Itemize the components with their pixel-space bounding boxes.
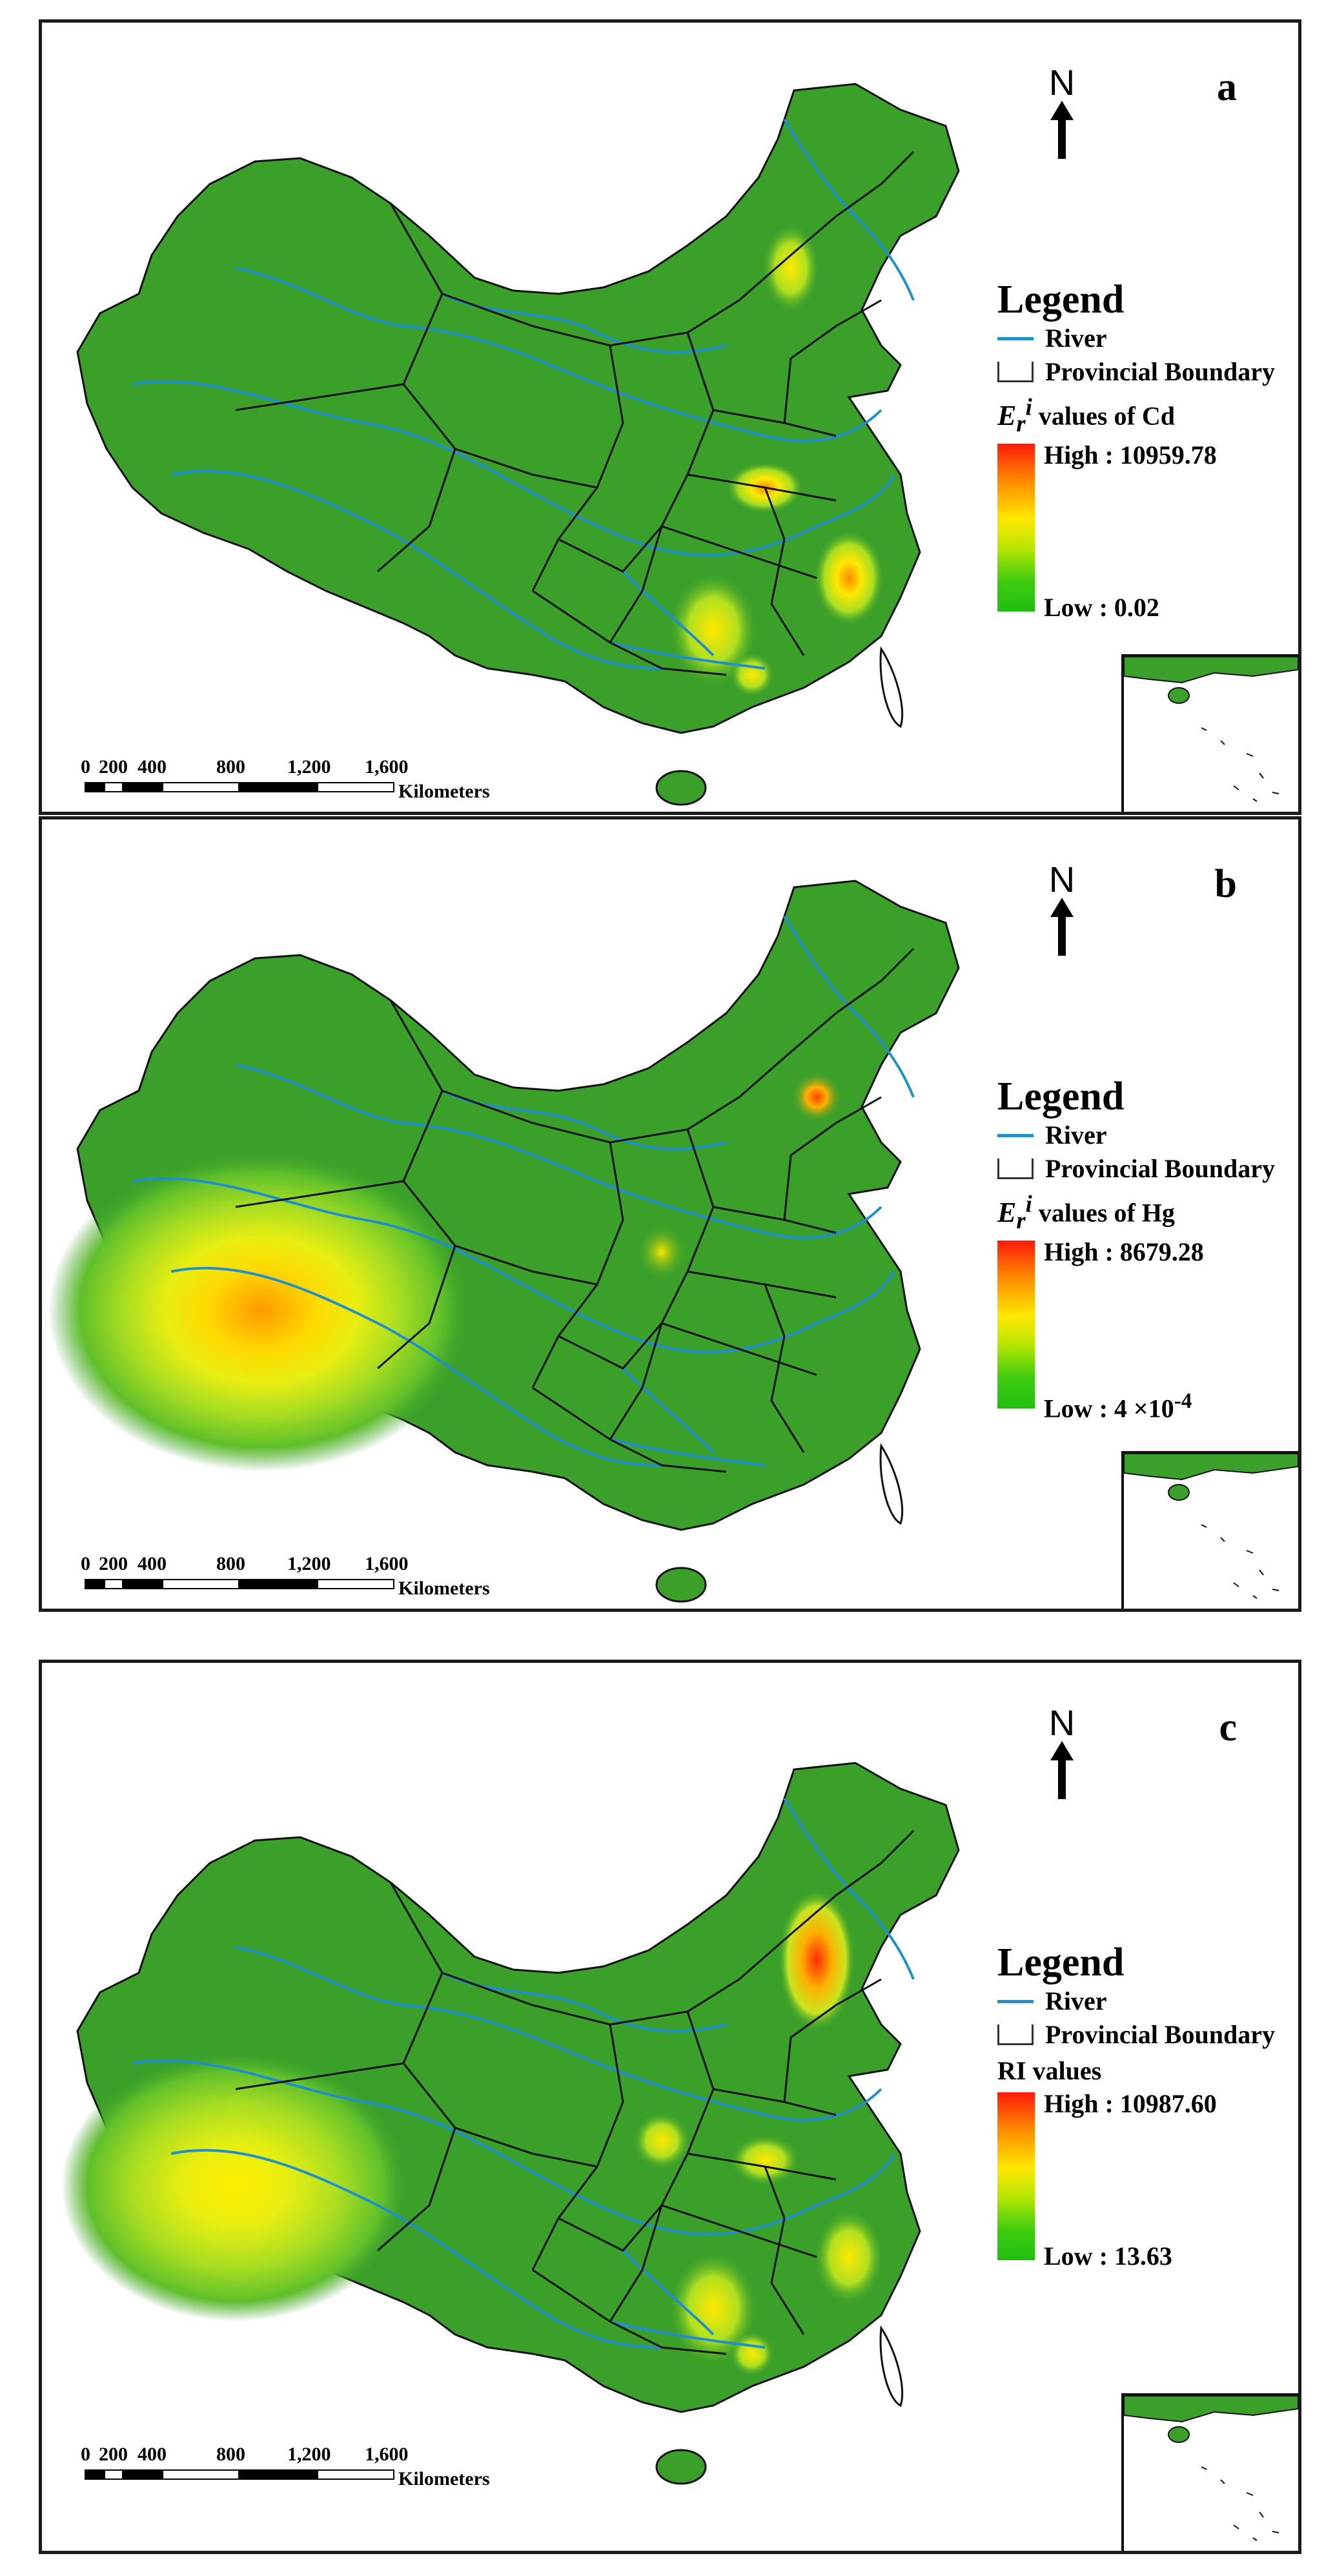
inset-map: [1123, 656, 1298, 802]
legend-title: Legend: [997, 1941, 1125, 1984]
color-ramp-bar: [997, 1240, 1035, 1408]
scale-tick-800: 800: [216, 1553, 245, 1574]
scale-unit: Kilometers: [398, 2468, 490, 2489]
color-ramp: High : 10987.60 Low : 13.63: [997, 2089, 1294, 2271]
scale-tick-1600: 1,600: [365, 1553, 409, 1574]
panel-letter: a: [1217, 65, 1237, 109]
map-panel-c: N c Legend River Provincial Boundary RI …: [39, 1660, 1301, 2554]
river-swatch: [997, 336, 1034, 340]
north-arrow: N: [1036, 861, 1088, 959]
ramp-high-label: High : 10959.78: [1044, 440, 1217, 469]
color-ramp-bar: [997, 2092, 1035, 2261]
scale-segments: [85, 2469, 494, 2480]
scale-unit: Kilometers: [398, 1578, 490, 1599]
north-arrow-icon: [1050, 1741, 1074, 1799]
inset-map: [1123, 2395, 1298, 2541]
legend-boundary-label: Provincial Boundary: [1045, 1154, 1275, 1184]
ramp-high-label: High : 8679.28: [1044, 1237, 1204, 1266]
scale-tick-400: 400: [138, 1553, 167, 1574]
scale-tick-800: 800: [216, 2444, 245, 2465]
scale-segments: [85, 1579, 494, 1589]
boundary-swatch: [997, 362, 1034, 383]
legend-river: River: [997, 322, 1294, 355]
ramp-low-label: Low : 13.63: [1044, 2241, 1172, 2271]
river-swatch: [997, 1999, 1034, 2003]
north-arrow-icon: [1050, 898, 1074, 956]
scale-tick-0: 0: [81, 1553, 90, 1574]
china-map-hg: [48, 880, 960, 1603]
scale-tick-200: 200: [99, 2444, 128, 2465]
variable-title: Eri values of Hg: [997, 1190, 1175, 1233]
ramp-low-label: Low : 0.02: [1044, 592, 1159, 622]
scale-bar: 0 200 400 800 1,200 1,600 Kilometers: [81, 756, 494, 802]
north-arrow: N: [1036, 65, 1088, 162]
north-label: N: [1048, 1702, 1075, 1743]
legend-boundary: Provincial Boundary: [997, 355, 1294, 389]
south-china-sea-inset: [1121, 2393, 1298, 2551]
legend-river: River: [997, 1118, 1294, 1152]
legend-river-label: River: [1045, 324, 1107, 353]
scale-tick-1200: 1,200: [287, 756, 331, 778]
scale-tick-1200: 1,200: [287, 1553, 331, 1574]
inset-map: [1123, 1453, 1298, 1599]
scale-unit: Kilometers: [398, 781, 490, 802]
scale-tick-1600: 1,600: [365, 756, 409, 778]
scale-tick-400: 400: [138, 2444, 167, 2465]
boundary-swatch: [997, 2025, 1034, 2046]
china-map-ri: [61, 1762, 960, 2485]
map-panel-a: N a Legend River Provincial Boundary Eri…: [39, 19, 1301, 815]
legend-river: River: [997, 1984, 1294, 2018]
ramp-low-label: Low : 4 ×10-4: [1044, 1388, 1192, 1423]
scale-tick-1600: 1,600: [365, 2444, 409, 2465]
legend-boundary: Provincial Boundary: [997, 1152, 1294, 1186]
legend-boundary: Provincial Boundary: [997, 2018, 1294, 2052]
china-map-cd: [76, 83, 960, 806]
north-label: N: [1048, 62, 1075, 103]
scale-tick-400: 400: [138, 756, 167, 778]
legend-river-label: River: [1045, 1986, 1107, 2016]
legend: Legend River Provincial Boundary RI valu…: [997, 1941, 1294, 2271]
scale-tick-0: 0: [81, 756, 90, 778]
color-ramp: High : 8679.28 Low : 4 ×10-4: [997, 1237, 1294, 1423]
scale-bar: 0 200 400 800 1,200 1,600 Kilometers: [81, 2444, 494, 2489]
legend-boundary-label: Provincial Boundary: [1045, 357, 1275, 387]
legend: Legend River Provincial Boundary Eri val…: [997, 278, 1294, 622]
north-label: N: [1048, 859, 1075, 900]
variable-title: Eri values of Cd: [997, 393, 1175, 437]
legend: Legend River Provincial Boundary Eri val…: [997, 1075, 1294, 1423]
legend-title: Legend: [997, 278, 1125, 322]
scale-labels: 0 200 400 800 1,200 1,600: [81, 756, 494, 782]
legend-river-label: River: [1045, 1120, 1107, 1150]
scale-labels: 0 200 400 800 1,200 1,600: [81, 2444, 494, 2469]
scale-bar: 0 200 400 800 1,200 1,600 Kilometers: [81, 1553, 494, 1599]
scale-tick-1200: 1,200: [287, 2444, 331, 2465]
scale-labels: 0 200 400 800 1,200 1,600: [81, 1553, 494, 1579]
variable-title: RI values: [997, 2056, 1102, 2086]
color-ramp: High : 10959.78 Low : 0.02: [997, 440, 1294, 622]
south-china-sea-inset: [1121, 654, 1298, 812]
north-arrow-icon: [1050, 101, 1074, 159]
ramp-high-label: High : 10987.60: [1044, 2089, 1217, 2119]
scale-tick-0: 0: [81, 2444, 90, 2465]
panel-letter: b: [1214, 862, 1237, 906]
north-arrow: N: [1036, 1705, 1088, 1802]
boundary-swatch: [997, 1159, 1034, 1180]
color-ramp-bar: [997, 443, 1035, 612]
scale-tick-200: 200: [99, 756, 128, 778]
river-swatch: [997, 1133, 1034, 1137]
panel-letter: c: [1219, 1705, 1237, 1749]
legend-boundary-label: Provincial Boundary: [1045, 2020, 1275, 2050]
south-china-sea-inset: [1121, 1451, 1298, 1609]
scale-tick-800: 800: [216, 756, 245, 778]
legend-title: Legend: [997, 1075, 1125, 1118]
scale-tick-200: 200: [99, 1553, 128, 1574]
map-panel-b: N b Legend River Provincial Boundary Eri…: [39, 816, 1301, 1612]
scale-segments: [85, 782, 494, 792]
